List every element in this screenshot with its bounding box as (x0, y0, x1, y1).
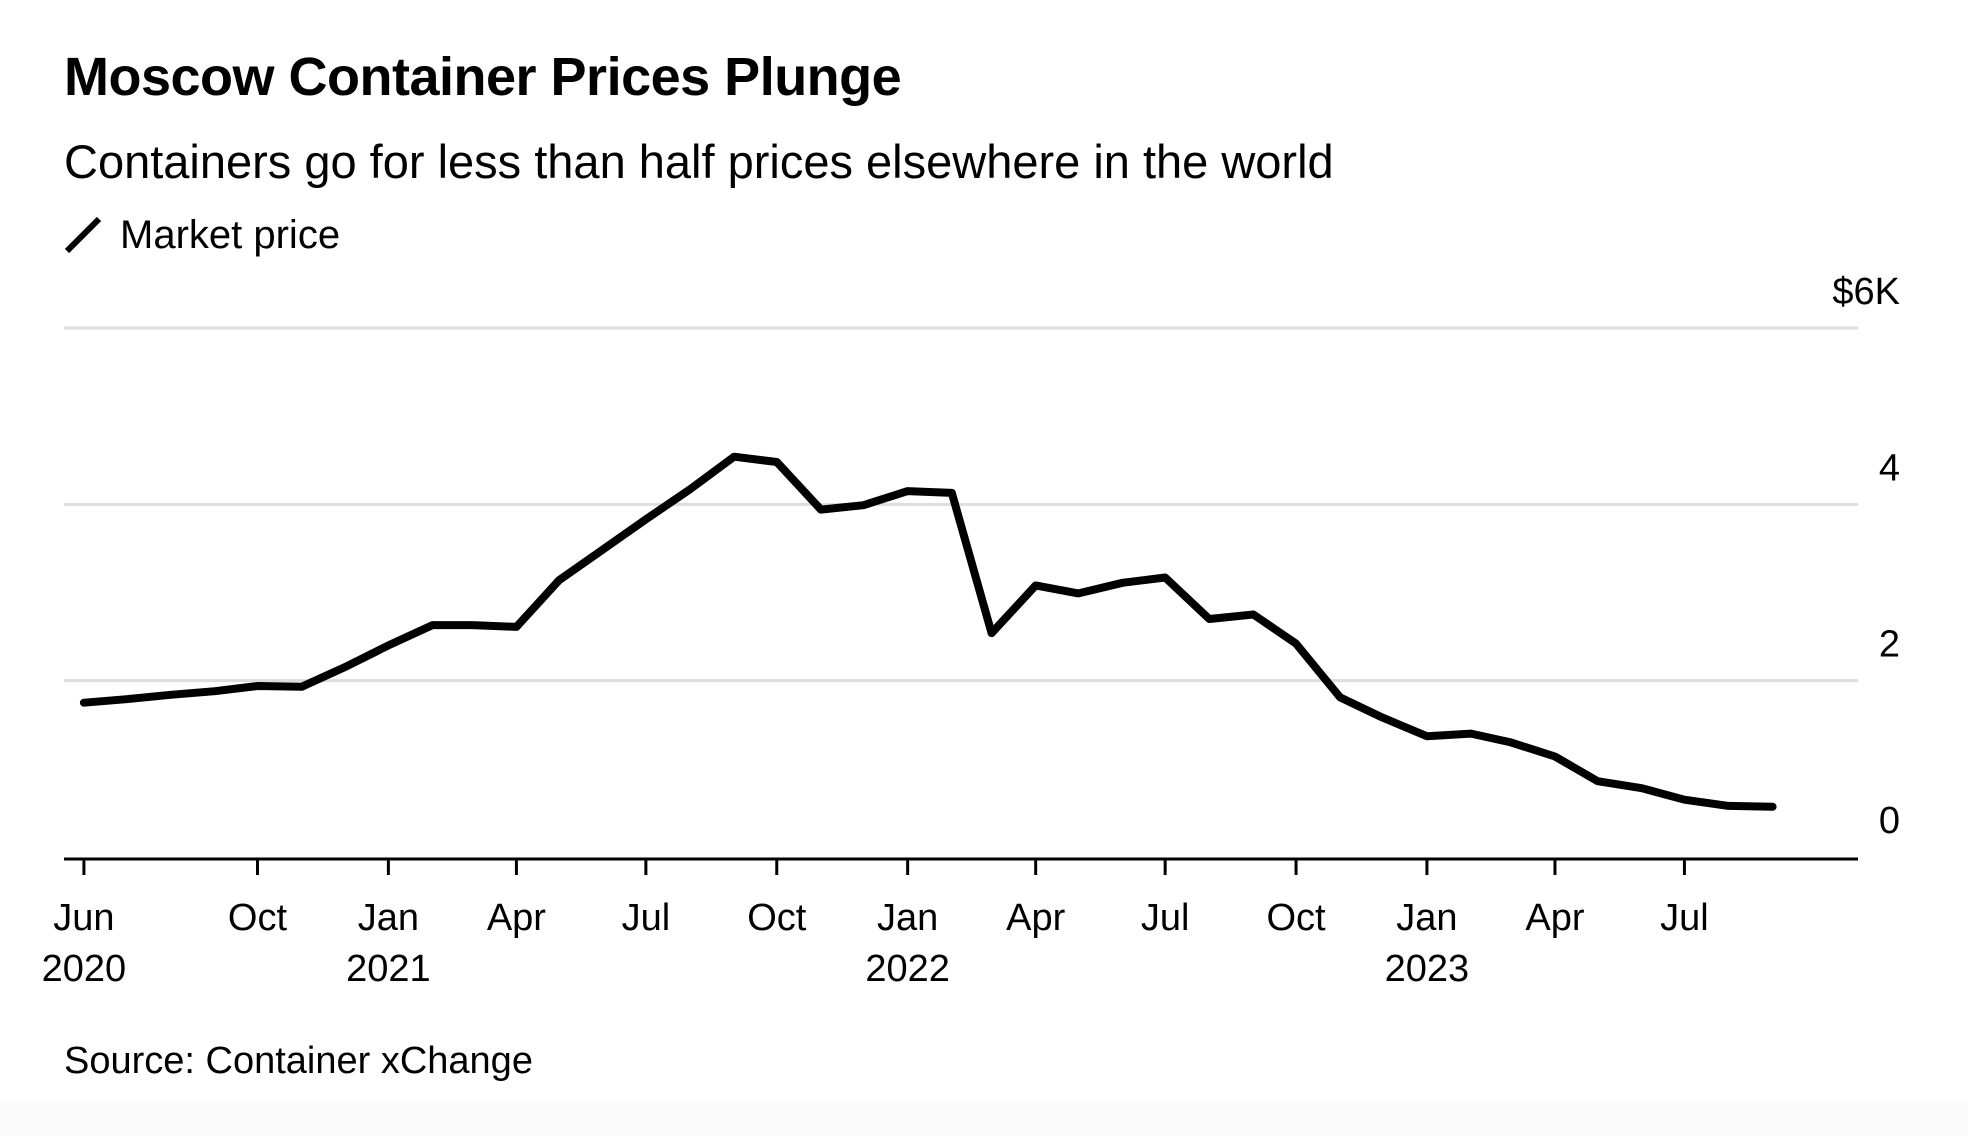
x-tick-year-label: 2023 (1385, 948, 1470, 990)
x-tick-label: Jul (1660, 897, 1709, 939)
x-tick-label: Apr (487, 897, 546, 939)
x-axis: Jun 2020 Oct Jan 2021 Apr Jul Oct Jan 2022 Apr Jul O… (42, 859, 1709, 990)
x-tick-label: Apr (1006, 897, 1065, 939)
chart-title: Moscow Container Prices Plunge (64, 47, 902, 107)
y-axis-labels: 0 2 4 $6K (1832, 271, 1900, 842)
source-note: Source: Container xChange (64, 1040, 533, 1082)
x-tick-year-label: 2021 (346, 948, 431, 990)
x-tick-label: Jul (1141, 897, 1190, 939)
footer-band (0, 1100, 1968, 1136)
y-tick-label: 4 (1879, 447, 1900, 489)
x-tick-label: Jan (877, 897, 938, 939)
legend-swatch-line (64, 216, 102, 254)
legend-label: Market price (120, 212, 341, 257)
x-tick-label: Jul (622, 897, 671, 939)
y-tick-label: $6K (1832, 271, 1900, 313)
grid-lines (64, 326, 1858, 683)
x-tick-label: Oct (228, 897, 288, 939)
x-tick-year-label: 2022 (865, 948, 950, 990)
x-tick-label: Apr (1525, 897, 1584, 939)
chart: 0 2 4 $6K Jun 2020 Oct Jan 2021 Apr Jul Oct Jan 2022… (42, 271, 1900, 990)
x-tick-label: Oct (1266, 897, 1326, 939)
series-line-market-price (79, 452, 1777, 811)
series-market-price (79, 452, 1777, 811)
x-tick-year-label: 2020 (42, 948, 127, 990)
x-tick-label: Jan (358, 897, 419, 939)
y-tick-label: 2 (1879, 624, 1900, 666)
legend: Market price (64, 210, 340, 260)
y-tick-label: 0 (1879, 800, 1900, 842)
chart-subtitle: Containers go for less than half prices … (64, 135, 1334, 188)
x-tick-label: Oct (747, 897, 807, 939)
legend-swatch-icon (64, 216, 102, 254)
x-tick-label: Jan (1396, 897, 1457, 939)
x-tick-label: Jun (53, 897, 114, 939)
